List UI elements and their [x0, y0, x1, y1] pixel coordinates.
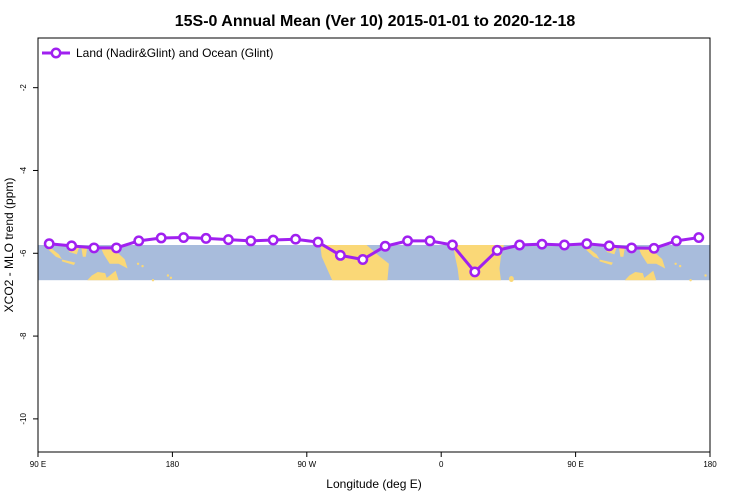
land-africa: [453, 245, 504, 281]
data-point: [222, 234, 234, 246]
land-island: [704, 274, 707, 277]
land-sumatra-2: [586, 247, 600, 260]
land-new-guinea-1: [100, 247, 128, 269]
land-new-guinea-2: [638, 247, 666, 269]
land-island: [141, 264, 144, 268]
plot-frame: [37, 37, 711, 453]
data-point: [245, 235, 257, 247]
data-point: [469, 266, 481, 278]
legend: Land (Nadir&Glint) and Ocean (Glint): [42, 46, 273, 60]
data-point: [536, 238, 548, 250]
data-point: [446, 239, 458, 251]
series-layer: [43, 232, 705, 278]
land-island: [678, 264, 682, 268]
x-axis-label: Longitude (deg E): [326, 477, 421, 491]
data-point: [290, 233, 302, 245]
data-point: [43, 238, 55, 250]
data-point: [626, 242, 638, 254]
land-madagascar: [508, 276, 514, 283]
land-sumatra-1: [48, 247, 62, 260]
data-point: [200, 232, 212, 244]
data-point: [110, 242, 122, 254]
data-point: [379, 240, 391, 252]
x-tick-label: 180: [703, 460, 717, 469]
land-australia-2: [624, 270, 657, 281]
land-island: [136, 262, 140, 265]
land-sulawesi-1: [81, 247, 88, 257]
data-point: [334, 249, 346, 261]
data-point: [402, 235, 414, 247]
x-tick-label: 0: [439, 460, 444, 469]
data-point: [581, 238, 593, 250]
data-point: [88, 242, 100, 254]
y-axis: -2 -4 -6 -8 -10: [19, 84, 38, 425]
x-tick-label: 90 W: [297, 460, 316, 469]
x-tick-label: 90 E: [30, 460, 46, 469]
data-point: [178, 232, 190, 243]
land-island: [166, 274, 170, 277]
y-tick-label: -10: [19, 413, 28, 425]
data-point: [267, 234, 279, 246]
world-map-band: [38, 245, 710, 283]
data-point: [424, 235, 436, 247]
data-point: [693, 232, 705, 243]
land-java-1: [61, 259, 76, 265]
y-tick-label: -6: [19, 249, 28, 257]
data-point: [558, 239, 570, 251]
land-island: [151, 278, 155, 282]
land-island: [674, 262, 677, 265]
land-australia-1: [87, 270, 119, 281]
data-point: [133, 235, 145, 247]
y-axis-label: XCO2 - MLO trend (ppm): [2, 178, 16, 313]
x-tick-label: 90 E: [567, 460, 583, 469]
data-point: [491, 244, 503, 256]
x-tick-label: 180: [166, 460, 180, 469]
data-point: [312, 236, 324, 248]
chart-title: 15S-0 Annual Mean (Ver 10) 2015-01-01 to…: [175, 13, 576, 30]
land-java-2: [599, 259, 613, 265]
y-tick-label: -4: [19, 166, 28, 174]
data-point: [66, 240, 78, 252]
legend-marker: [50, 47, 62, 59]
data-point: [670, 235, 682, 247]
land-sulawesi-2: [618, 247, 625, 257]
data-point: [357, 254, 369, 265]
land-island: [689, 278, 692, 282]
data-point: [603, 240, 615, 252]
data-point: [514, 239, 526, 251]
y-tick-label: -8: [19, 332, 28, 340]
x-axis: 90 E 180 90 W 0 90 E 180: [30, 452, 717, 469]
legend-label: Land (Nadir&Glint) and Ocean (Glint): [76, 46, 273, 60]
data-point: [648, 242, 660, 254]
y-tick-label: -2: [19, 84, 28, 92]
data-point: [155, 232, 167, 244]
land-island: [169, 276, 173, 280]
